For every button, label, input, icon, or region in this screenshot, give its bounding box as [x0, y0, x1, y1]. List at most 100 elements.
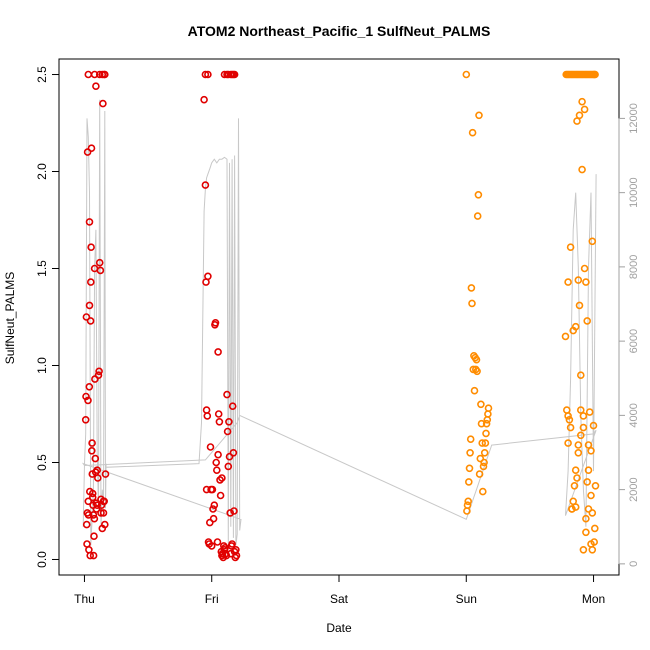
data-point [587, 491, 595, 500]
data-point [477, 400, 485, 409]
y-tick-label: 2.0 [35, 163, 49, 180]
data-point [228, 402, 237, 411]
data-point [206, 443, 215, 451]
data-point [86, 551, 94, 560]
data-point [584, 505, 593, 513]
data-point [481, 439, 490, 447]
data-point [466, 435, 475, 444]
data-point [462, 70, 471, 79]
data-point [209, 505, 217, 513]
data-point [86, 317, 95, 325]
data-point [475, 111, 483, 120]
data-point [90, 514, 99, 523]
data-point [225, 452, 234, 461]
data-point [92, 82, 100, 90]
data-point [468, 299, 476, 308]
data-point [571, 466, 580, 475]
data-point [84, 497, 93, 506]
data-point [85, 218, 94, 226]
data-point [214, 410, 223, 418]
data-point [467, 284, 476, 292]
data-point [579, 412, 588, 420]
y-tick-label: 2.5 [35, 66, 49, 83]
data-point [82, 313, 91, 321]
data-point [207, 542, 216, 550]
data-point [97, 509, 105, 517]
data-point [591, 70, 599, 79]
trace-line [81, 99, 597, 546]
data-point [561, 332, 570, 341]
data-point [469, 365, 478, 374]
data-point [87, 144, 96, 152]
data-point [223, 390, 231, 399]
data-point [575, 111, 584, 120]
x-axis-label: Date [326, 621, 352, 635]
data-point [583, 478, 592, 486]
data-point [571, 322, 580, 331]
data-point [209, 514, 218, 523]
data-point [582, 528, 590, 537]
y-axis-label: SulfNeut_PALMS [3, 272, 17, 365]
data-point [94, 474, 102, 482]
x-tick-label: Sat [330, 592, 349, 606]
data-point [206, 518, 214, 527]
data-point [88, 446, 96, 455]
y2-tick-label: 12000 [628, 103, 640, 134]
data-point [95, 367, 103, 376]
data-point [85, 301, 94, 310]
y2-tick-label: 4000 [628, 403, 640, 427]
data-point [88, 489, 97, 498]
data-point [580, 105, 589, 114]
data-point [95, 258, 104, 267]
data-point [574, 441, 583, 449]
data-point [566, 243, 575, 251]
x-tick-label: Thu [74, 592, 95, 606]
y2-tick-label: 8000 [628, 255, 640, 279]
data-point [574, 276, 583, 284]
data-point [101, 520, 109, 529]
data-point [89, 511, 98, 519]
data-point [82, 392, 90, 401]
x-tick-label: Mon [582, 592, 605, 606]
data-point [88, 493, 97, 502]
data-point [588, 545, 597, 554]
data-point [564, 278, 572, 286]
data-point [573, 474, 581, 482]
data-point [576, 406, 585, 414]
data-point [101, 470, 110, 478]
data-point [589, 421, 598, 430]
data-point [591, 481, 600, 490]
data-point [214, 348, 222, 356]
data-point [91, 454, 100, 463]
data-point [202, 485, 211, 494]
data-point [211, 318, 220, 327]
data-point [216, 476, 224, 484]
data-point [232, 551, 241, 560]
data-point [82, 520, 91, 529]
data-point [474, 191, 483, 199]
data-point [484, 404, 493, 413]
data-point [93, 466, 101, 475]
data-point [566, 423, 575, 432]
data-point [564, 412, 572, 420]
data-point [218, 549, 227, 558]
trace-layer [81, 99, 597, 546]
y2-tick-label: 0 [628, 561, 640, 567]
data-point [482, 429, 490, 438]
data-point [478, 439, 487, 447]
data-point [90, 70, 99, 79]
data-point [216, 491, 225, 500]
data-point [93, 501, 101, 510]
data-point [84, 396, 92, 405]
data-point [212, 458, 220, 467]
data-point [230, 507, 238, 515]
x-tick-label: Sun [456, 592, 477, 606]
data-point [475, 470, 484, 478]
y-tick-label: 0.0 [35, 551, 49, 568]
data-point [590, 524, 599, 533]
data-point [579, 423, 588, 432]
data-point [92, 505, 101, 513]
data-point [468, 128, 477, 137]
data-point [84, 511, 93, 519]
